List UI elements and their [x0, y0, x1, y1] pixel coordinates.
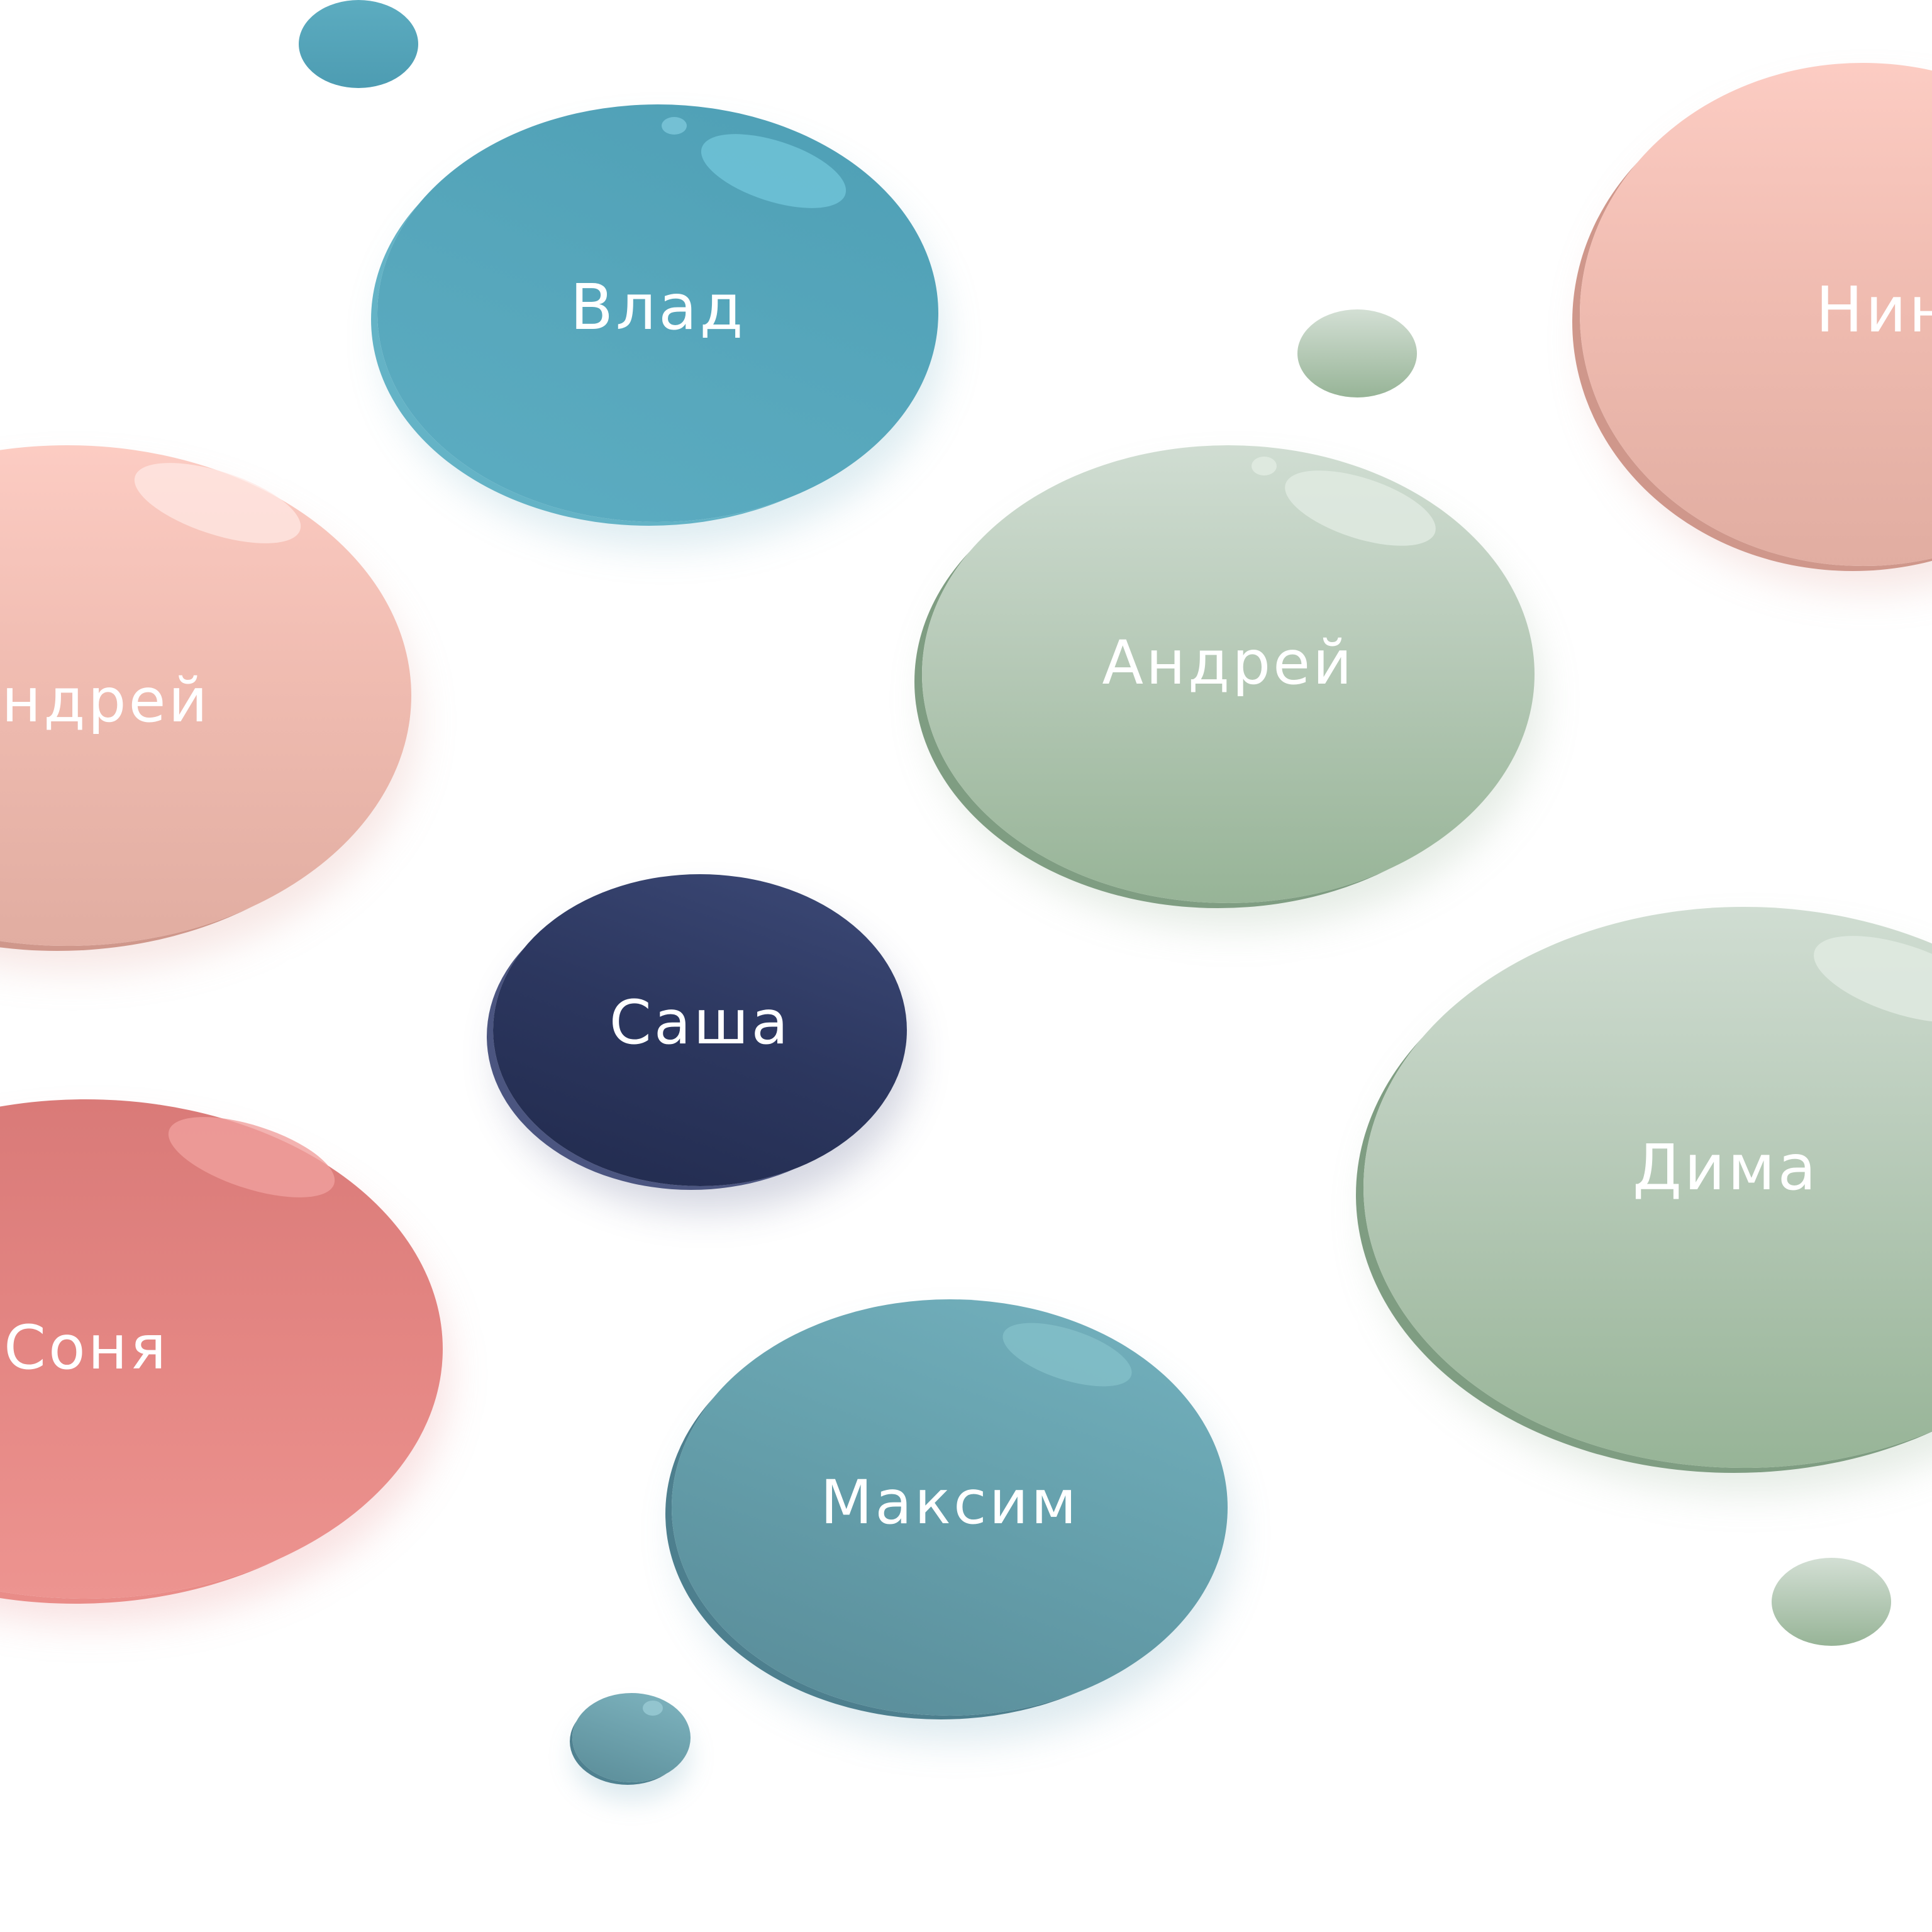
name-bubble-sonya[interactable]: Соня — [0, 1099, 443, 1599]
bubble-gloss — [1804, 918, 1932, 1041]
small-bubble-top-teal[interactable] — [299, 0, 418, 88]
bubble-highlight — [643, 1701, 663, 1716]
bubble-label: Соня — [4, 1313, 169, 1383]
bubble-gloss — [125, 446, 310, 560]
bubble-highlight — [1252, 457, 1277, 475]
bubble-gloss — [159, 1100, 344, 1214]
name-bubble-nina[interactable]: Нина — [1580, 63, 1932, 566]
name-bubble-andrey-left[interactable]: Андрей — [0, 445, 411, 946]
bubble-gloss — [1276, 455, 1445, 562]
bubble-label: Саша — [609, 987, 791, 1058]
name-bubble-sasha[interactable]: Саша — [493, 874, 907, 1186]
name-bubble-andrey-center[interactable]: Андрей — [922, 445, 1535, 903]
bubble-label: Нина — [1816, 272, 1932, 347]
small-bubble-mid-sage[interactable] — [1297, 309, 1417, 397]
bubble-label: Андрей — [1102, 628, 1355, 698]
bubble-highlight — [662, 117, 687, 135]
bubble-label: Максим — [820, 1467, 1079, 1538]
small-bubble-right-sage[interactable] — [1772, 1558, 1891, 1646]
name-bubble-vlad[interactable]: Влад — [377, 104, 938, 522]
bubble-gloss — [692, 119, 855, 223]
small-bubble-bottom-steel[interactable] — [572, 1693, 691, 1782]
name-bubble-maksim[interactable]: Максим — [672, 1299, 1228, 1716]
bubble-label: Андрей — [0, 665, 210, 736]
name-bubble-dima[interactable]: Дима — [1363, 907, 1932, 1468]
bubble-label: Влад — [570, 270, 746, 344]
bubble-gloss — [995, 1309, 1140, 1400]
bubble-label: Дима — [1633, 1130, 1819, 1204]
